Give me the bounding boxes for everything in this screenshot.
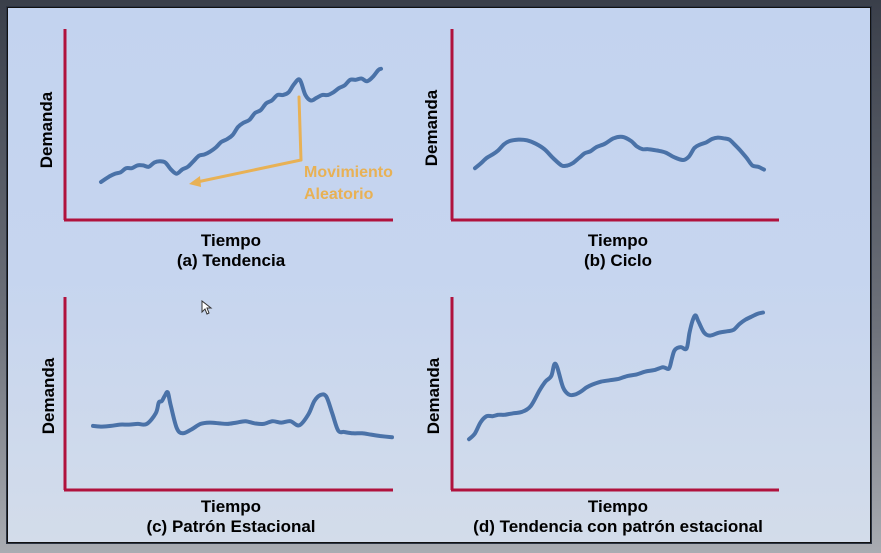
mouse-cursor-icon (201, 300, 213, 315)
annotation-pointer-arrow (195, 158, 303, 184)
panel-caption: (d) Tendencia con patrón estacional (473, 517, 763, 536)
panel-cycle: Tiempo (b) Ciclo Demanda (422, 29, 779, 270)
x-axis-label: Tiempo (201, 231, 261, 250)
panel-caption: (b) Ciclo (584, 251, 652, 270)
arrowhead-icon (189, 176, 201, 187)
chart-canvas: Tiempo (a) Tendencia Demanda Tiempo (b) … (37, 29, 779, 536)
panel-caption: (a) Tendencia (177, 251, 286, 270)
panel-trend-seasonal: Tiempo (d) Tendencia con patrón estacion… (424, 297, 779, 536)
panel-trend: Tiempo (a) Tendencia Demanda (37, 29, 393, 270)
y-axis-label: Demanda (424, 357, 443, 434)
slide: Tiempo (a) Tendencia Demanda Tiempo (b) … (6, 6, 872, 544)
y-axis-label: Demanda (422, 89, 441, 166)
annotation-text-line2: Aleatorio (304, 186, 374, 203)
x-axis-label: Tiempo (588, 497, 648, 516)
x-axis-label: Tiempo (588, 231, 648, 250)
annotation-text-line1: Movimiento (304, 164, 393, 181)
x-axis-label: Tiempo (201, 497, 261, 516)
series-line-seasonal (91, 390, 394, 440)
panel-caption: (c) Patrón Estacional (146, 517, 315, 536)
y-axis-label: Demanda (37, 91, 56, 168)
annotation-pointer-vertical (297, 95, 303, 162)
panel-seasonal: Tiempo (c) Patrón Estacional Demanda (39, 297, 394, 536)
annotation-random-movement: Movimiento Aleatorio (189, 95, 393, 203)
y-axis-label: Demanda (39, 357, 58, 434)
series-line-trend (99, 66, 383, 184)
series-line-trend-seasonal (467, 310, 765, 442)
series-line-cycle (473, 134, 766, 172)
